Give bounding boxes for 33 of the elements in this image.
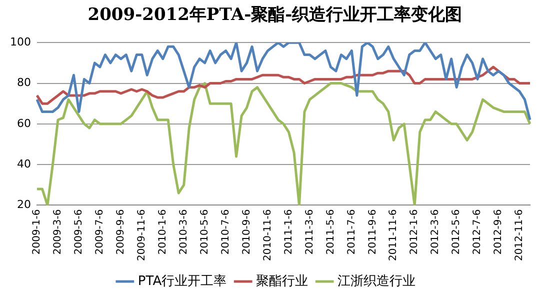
x-tick-label: 2012-3-6 <box>430 209 442 255</box>
x-tick-label: 2010-5-6 <box>199 209 210 255</box>
chart-title: 2009-2012年PTA-聚酯-织造行业开工率变化图 <box>86 4 464 27</box>
x-tick-label: 2010-3-6 <box>178 209 190 255</box>
x-tick-label: 2012-5-6 <box>451 209 462 255</box>
x-tick-label: 2010-11-6 <box>262 209 274 262</box>
x-tick-label: 2009-11-6 <box>136 209 148 262</box>
x-tick-label: 2009-5-6 <box>74 209 85 255</box>
legend-label: 聚酯行业 <box>256 274 308 289</box>
x-tick-label: 2012-9-6 <box>493 209 504 255</box>
x-tick-label: 2012-1-6 <box>409 209 420 255</box>
x-tick-label: 2009-3-6 <box>52 209 64 255</box>
x-tick-label: 2012-11-6 <box>514 209 526 262</box>
x-tick-label: 2012-7-6 <box>472 209 484 255</box>
x-tick-label: 2010-9-6 <box>241 209 252 255</box>
y-tick-label: 40 <box>16 157 31 170</box>
x-tick-label: 2010-7-6 <box>220 209 232 255</box>
x-tick-label: 2011-5-6 <box>325 209 336 255</box>
x-tick-label: 2009-9-6 <box>116 209 127 255</box>
x-tick-label: 2009-1-6 <box>32 209 43 255</box>
legend-label: 江浙织造行业 <box>338 274 416 289</box>
x-tick-label: 2011-7-6 <box>346 209 358 255</box>
y-tick-label: 60 <box>16 116 31 130</box>
x-tick-label: 2009-7-6 <box>94 209 106 255</box>
y-tick-label: 100 <box>10 35 31 48</box>
y-tick-label: 20 <box>16 198 31 212</box>
x-tick-label: 2011-9-6 <box>367 209 378 255</box>
y-tick-label: 80 <box>16 76 31 90</box>
x-tick-label: 2011-3-6 <box>304 209 316 255</box>
x-tick-label: 2010-1-6 <box>157 209 168 255</box>
legend-label: PTA行业开工率 <box>138 272 227 289</box>
x-tick-label: 2011-11-6 <box>388 209 400 262</box>
x-tick-label: 2011-1-6 <box>283 209 294 255</box>
